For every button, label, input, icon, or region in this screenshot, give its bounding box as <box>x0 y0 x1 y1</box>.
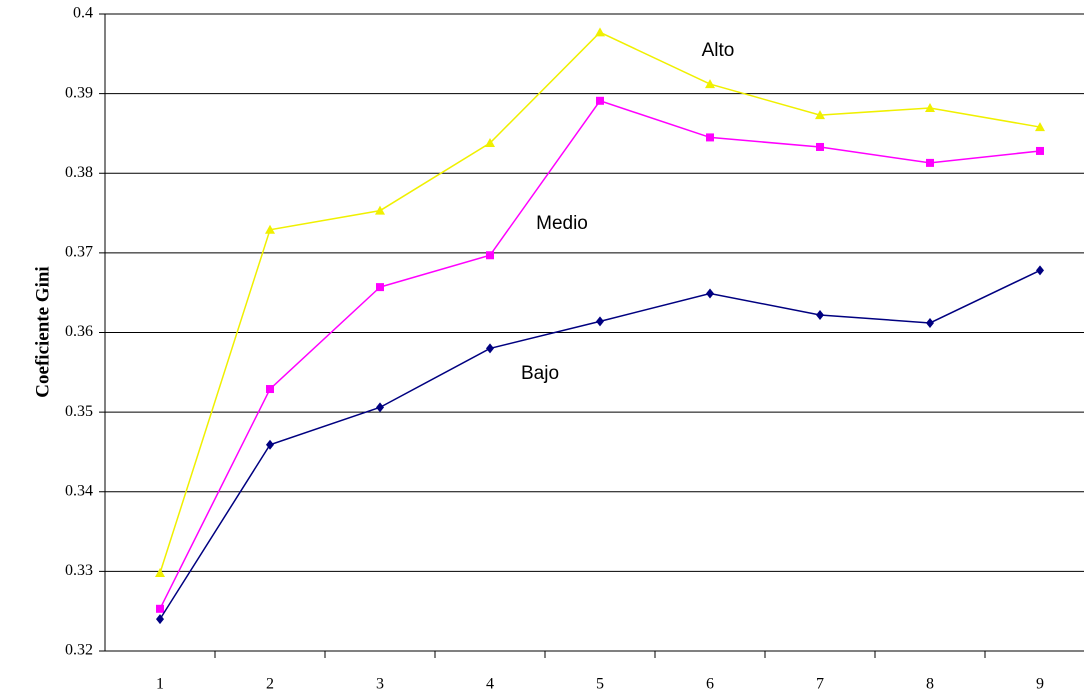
y-tick-label: 0.34 <box>65 482 93 499</box>
marker <box>266 439 274 450</box>
marker <box>265 224 275 234</box>
x-tick-label: 7 <box>816 676 824 693</box>
marker <box>266 385 274 394</box>
marker <box>816 309 824 320</box>
marker <box>376 283 384 292</box>
series-line <box>159 99 1041 610</box>
marker <box>486 251 494 260</box>
y-tick-label: 0.38 <box>65 164 93 181</box>
marker <box>156 614 164 625</box>
marker <box>815 110 825 120</box>
x-tick-label: 5 <box>596 676 604 693</box>
x-tick-label: 2 <box>266 676 274 693</box>
y-tick-label: 0.4 <box>73 5 93 22</box>
series-label: Medio <box>536 213 588 234</box>
marker <box>925 102 935 112</box>
y-tick-label: 0.37 <box>65 244 93 261</box>
y-tick-label: 0.32 <box>65 642 93 659</box>
y-tick-label: 0.39 <box>65 84 93 101</box>
y-tick-label: 0.36 <box>65 323 93 340</box>
x-tick-label: 8 <box>926 676 934 693</box>
marker <box>376 402 384 413</box>
marker <box>375 205 385 215</box>
marker <box>706 133 714 142</box>
marker <box>1035 122 1045 132</box>
x-tick-label: 6 <box>706 676 714 693</box>
marker <box>485 137 495 147</box>
marker <box>596 96 604 105</box>
marker <box>706 288 714 299</box>
y-tick-label: 0.35 <box>65 403 93 420</box>
marker <box>1036 146 1044 155</box>
marker <box>816 142 824 151</box>
marker <box>926 317 934 328</box>
marker <box>486 343 494 354</box>
marker <box>596 316 604 327</box>
marker <box>926 158 934 167</box>
x-tick-label: 1 <box>156 676 164 693</box>
series-label: Alto <box>702 40 735 61</box>
x-tick-label: 9 <box>1036 676 1044 693</box>
x-tick-label: 3 <box>376 676 384 693</box>
marker <box>705 79 715 89</box>
marker <box>155 567 165 577</box>
y-tick-label: 0.33 <box>65 562 93 579</box>
marker <box>156 604 164 613</box>
marker <box>595 27 605 37</box>
y-axis-label: Coeficiente Gini <box>32 266 53 397</box>
marker <box>1036 265 1044 276</box>
x-tick-label: 4 <box>486 676 494 693</box>
series-label: Bajo <box>521 363 559 384</box>
